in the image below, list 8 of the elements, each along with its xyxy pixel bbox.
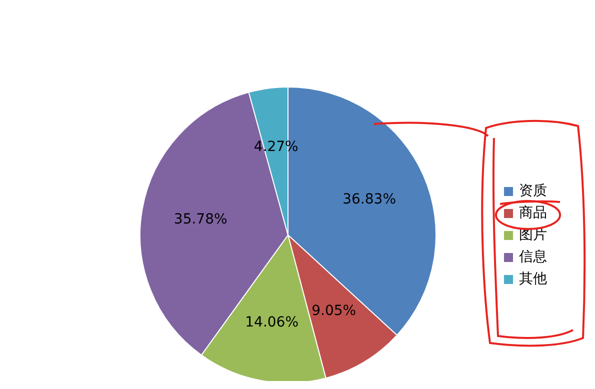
data-label: 14.06% <box>245 314 299 330</box>
data-label: 36.83% <box>342 191 396 208</box>
legend-label: 资质 <box>519 182 547 201</box>
legend-label: 其他 <box>519 270 547 289</box>
legend-label: 商品 <box>519 204 547 223</box>
legend-label: 信息 <box>519 248 547 267</box>
data-label: 35.78% <box>174 211 228 228</box>
data-label: 9.05% <box>312 303 356 320</box>
